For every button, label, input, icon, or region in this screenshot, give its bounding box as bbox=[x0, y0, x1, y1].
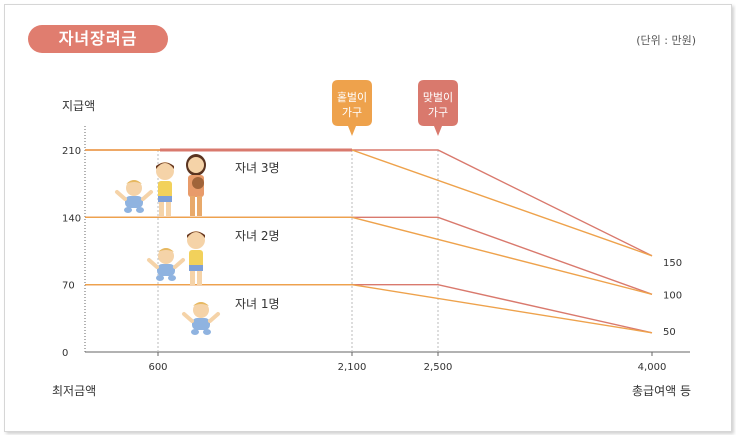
boy-leg bbox=[190, 267, 195, 285]
boy-hair bbox=[156, 162, 174, 169]
boy-head bbox=[156, 162, 174, 180]
girl-leg bbox=[190, 196, 195, 216]
marker-label-line2: 가구 bbox=[428, 106, 448, 119]
marker-label-line2: 가구 bbox=[342, 106, 362, 119]
boy-leg bbox=[197, 267, 202, 285]
baby-figure bbox=[115, 180, 153, 213]
baby-hair bbox=[193, 302, 209, 306]
chart-title: 자녀장려금 bbox=[28, 25, 168, 53]
boy-shirt bbox=[158, 181, 172, 199]
boy-shorts bbox=[189, 265, 203, 271]
x-tick-label: 2,100 bbox=[338, 362, 367, 373]
baby-arm bbox=[173, 258, 185, 269]
boy-figure bbox=[156, 162, 174, 216]
boy-leg bbox=[166, 198, 171, 216]
series-line-single bbox=[85, 216, 653, 295]
boy-leg bbox=[159, 198, 164, 216]
baby-head bbox=[126, 180, 142, 196]
marker-label-line1: 홑벌이 bbox=[337, 91, 367, 104]
series-line-dual bbox=[85, 283, 653, 334]
x-axis-label-left: 최저금액 bbox=[52, 384, 96, 398]
baby-body bbox=[192, 318, 210, 330]
baby-body bbox=[125, 196, 143, 208]
baby-arm bbox=[208, 312, 220, 323]
boy-figure bbox=[187, 231, 205, 285]
boy-hair bbox=[187, 231, 205, 238]
series-lines bbox=[85, 148, 653, 334]
boy-shorts bbox=[158, 196, 172, 202]
girl-teddy bbox=[192, 177, 204, 189]
chart-labels: 자녀 3명 150 자녀 2명 100 자녀 1명 50 bbox=[235, 161, 682, 338]
baby-arm bbox=[141, 190, 153, 201]
x-tick-label: 600 bbox=[148, 362, 167, 373]
baby-hair bbox=[158, 248, 174, 252]
series-label: 자녀 3명 bbox=[235, 161, 280, 175]
baby-head bbox=[193, 302, 209, 318]
baby-arm bbox=[182, 312, 194, 323]
baby-foot bbox=[168, 275, 176, 281]
baby-foot bbox=[136, 207, 144, 213]
baby-foot bbox=[191, 329, 199, 335]
boy-shirt bbox=[189, 250, 203, 268]
baby-body bbox=[157, 264, 175, 276]
x-tick-label: 2,500 bbox=[424, 362, 453, 373]
baby-figure bbox=[182, 302, 220, 335]
series-line-single bbox=[85, 283, 653, 334]
y-tick-label: 70 bbox=[62, 281, 75, 292]
y-tick-label: 0 bbox=[62, 348, 68, 359]
x-axis-label-right: 총급여액 등 bbox=[632, 384, 691, 398]
baby-foot bbox=[203, 329, 211, 335]
y-tick-label: 140 bbox=[62, 213, 81, 224]
x-tick-label: 4,000 bbox=[638, 362, 667, 373]
marker-bubble-shape bbox=[332, 80, 372, 136]
series-label: 자녀 2명 bbox=[235, 229, 280, 243]
girl-leg bbox=[197, 196, 202, 216]
series-end-value: 100 bbox=[663, 290, 682, 301]
marker-bubble-shape bbox=[418, 80, 458, 136]
baby-figure bbox=[147, 248, 185, 281]
baby-head bbox=[158, 248, 174, 264]
baby-hair bbox=[126, 180, 142, 184]
unit-label: (단위 : 만원) bbox=[636, 34, 696, 47]
baby-foot bbox=[124, 207, 132, 213]
y-axis-label: 지급액 bbox=[62, 99, 95, 113]
girl-head bbox=[188, 157, 204, 173]
baby-arm bbox=[115, 190, 127, 201]
series-label: 자녀 1명 bbox=[235, 297, 280, 311]
marker-label-line1: 맞벌이 bbox=[423, 91, 453, 104]
girl-figure bbox=[186, 154, 206, 216]
series-end-value: 50 bbox=[663, 327, 676, 338]
baby-foot bbox=[156, 275, 164, 281]
series-end-value: 150 bbox=[663, 258, 682, 269]
baby-arm bbox=[147, 258, 159, 269]
y-tick-label: 210 bbox=[62, 146, 81, 157]
child-figures bbox=[115, 154, 220, 335]
boy-head bbox=[187, 231, 205, 249]
